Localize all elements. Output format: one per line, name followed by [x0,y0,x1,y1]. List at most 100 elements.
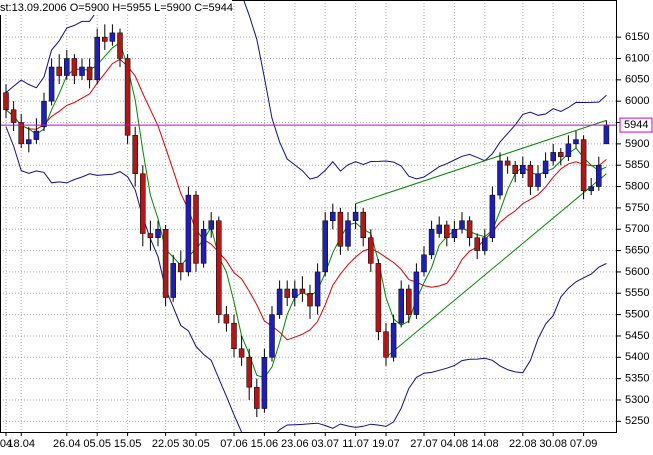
candle-body [474,237,480,251]
candle-body [18,122,24,145]
candle-body [94,36,100,81]
x-tick-label: 04 [0,438,12,450]
y-tick-label: 6000 [625,95,649,107]
y-tick-label: 5700 [625,223,649,235]
x-tick-label: 22.08 [509,438,537,450]
y-tick-label: 5450 [625,330,649,342]
candle-body [86,66,93,81]
y-tick-label: 5250 [625,415,649,427]
candle-body [178,263,184,273]
chart-title: st:13.09.2006 O=5900 H=5955 L=5900 C=594… [0,2,233,14]
y-tick-label: 5300 [625,394,649,406]
y-tick-label: 5800 [625,180,649,192]
candle-body [428,228,435,256]
candle-body [269,314,275,358]
candle-body [33,130,40,140]
candle-body [276,288,283,315]
candle-body [322,220,328,273]
x-tick-label: 30.08 [539,438,567,450]
candle-body [299,288,306,294]
candle-body [26,139,32,145]
y-tick-label: 5550 [625,287,649,299]
candle-body [162,228,169,298]
x-tick-label: 23.06 [281,438,309,450]
candle-body [147,233,154,239]
candle-body [421,254,427,273]
y-tick-label: 6100 [625,52,649,64]
candle-body [330,211,336,221]
y-tick-label: 5500 [625,309,649,321]
candle-body [573,139,579,145]
x-tick-label: 18.04 [7,438,35,450]
candle-body [603,124,610,145]
candle-body [459,220,465,230]
candle-body [193,194,199,264]
candle-body [208,220,214,230]
candle-body [520,164,526,174]
candle-body [200,228,207,264]
candle-body [482,237,488,251]
candle-body [117,32,123,59]
y-tick-label: 6150 [625,31,649,43]
candle-body [596,164,602,187]
candle-body [588,186,594,192]
lower-band [5,126,607,432]
candle-body [170,263,176,298]
x-tick-label: 19.07 [372,438,400,450]
x-tick-label: 15.05 [114,438,142,450]
candle-body [527,164,534,187]
candle-body [284,288,290,298]
x-tick-label: 04.08 [441,438,469,450]
candle-body [337,211,344,247]
title-bg [0,0,232,15]
candle-body [504,160,511,166]
candle-body [542,160,549,174]
candle-body [48,66,55,102]
plot-frame [0,0,617,433]
candle-body [497,160,503,196]
y-tick-label: 6050 [625,74,649,86]
trendline [385,173,607,358]
candle-body [398,288,404,324]
candle-body [246,357,252,388]
candle-body [223,314,230,324]
candle-body [64,58,70,76]
candle-body [466,220,473,239]
candle-body [406,288,412,315]
candle-body [345,220,351,247]
x-tick-label: 14.08 [471,438,499,450]
candle-body [56,66,62,76]
candle-body [558,152,564,157]
candle-body [238,348,245,358]
x-tick-label: 11.07 [342,438,369,450]
y-tick-label: 5400 [625,351,649,363]
candle-body [102,36,108,42]
price-label-box [619,117,653,133]
candle-body [307,293,313,307]
candle-body [413,271,420,315]
candle-body [390,322,397,358]
x-tick-label: 03.07 [311,438,339,450]
candle-body [231,322,237,350]
candle-body [3,92,9,110]
moving-average [5,58,607,341]
candle-body [216,220,222,315]
candle-body [535,173,541,187]
candle-body [10,109,17,123]
candle-body [444,224,450,239]
candle-body [550,152,556,162]
y-tick-label: 5900 [625,138,649,150]
candle-body [565,143,572,157]
x-tick-label: 07.06 [220,438,248,450]
x-tick-label: 05.05 [83,438,111,450]
candle-body [512,164,518,174]
y-tick-label: 5350 [625,373,649,385]
candle-body [254,386,260,409]
x-tick-label: 07.09 [570,438,598,450]
y-tick-label: 5600 [625,266,649,278]
candle-body [436,224,442,234]
y-tick-label: 5750 [625,202,649,214]
candle-body [292,288,298,298]
x-tick-label: 15.06 [251,438,279,450]
